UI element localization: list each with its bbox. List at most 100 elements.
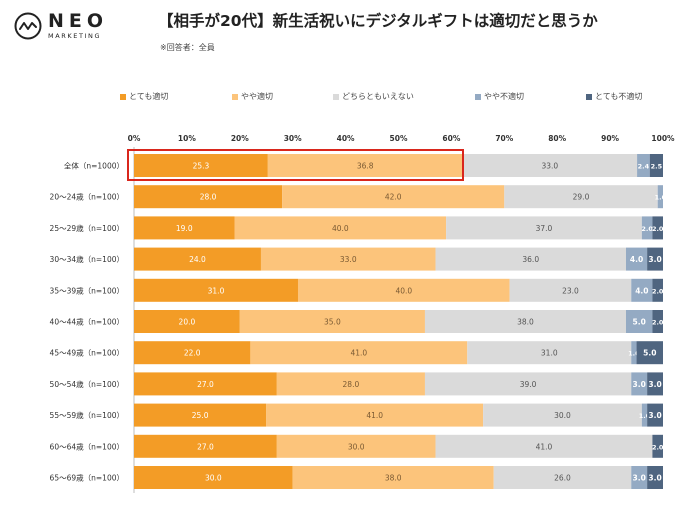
x-tick-label: 30% — [284, 134, 302, 143]
data-label: 5.0 — [643, 349, 656, 358]
data-label: 42.0 — [385, 193, 402, 202]
x-tick-label: 60% — [442, 134, 460, 143]
data-label: 40.0 — [332, 224, 349, 233]
data-label: 20.0 — [179, 318, 196, 327]
bar-segment — [424, 372, 632, 396]
bar-segment — [266, 403, 484, 427]
data-label: 37.0 — [536, 224, 553, 233]
bar-segment — [234, 216, 447, 240]
data-label: 41.0 — [366, 411, 383, 420]
logo-circle-icon — [14, 12, 42, 40]
bar-segment — [652, 310, 663, 333]
bar-segment — [652, 434, 663, 458]
category-label: 65～69歳（n=100） — [50, 473, 124, 483]
data-label: 24.0 — [189, 255, 206, 264]
data-label: 41.0 — [350, 349, 367, 358]
bar-segment — [637, 154, 650, 177]
data-label: 3.0 — [633, 380, 646, 389]
bar-segment — [276, 434, 436, 458]
data-label: 2.4 — [638, 163, 650, 171]
bar-segment — [134, 310, 240, 333]
bar-segment — [446, 216, 642, 240]
bar-segment — [282, 185, 505, 209]
category-label: 30～34歳（n=100） — [50, 254, 124, 264]
x-tick-label: 0% — [128, 134, 141, 143]
legend-label-2: やや適切 — [241, 92, 273, 101]
legend-label-3: どちらともいえない — [342, 92, 414, 101]
bar-segment — [435, 247, 626, 271]
data-label: 38.0 — [517, 318, 534, 327]
bar-segment — [504, 185, 658, 209]
category-label: 50～54歳（n=100） — [50, 379, 124, 389]
data-label: 2.5 — [651, 163, 663, 171]
legend-label-4: やや不適切 — [484, 92, 524, 101]
data-label: 30.0 — [554, 411, 571, 420]
data-label: 2.0 — [652, 319, 664, 327]
x-tick-label: 10% — [178, 134, 196, 143]
bar-segment — [134, 247, 261, 271]
data-label: 28.0 — [343, 380, 360, 389]
data-label: 27.0 — [197, 442, 214, 451]
bar-segment — [631, 466, 648, 489]
category-label: 20～24歳（n=100） — [50, 192, 124, 202]
legend-swatch-2 — [232, 93, 238, 100]
legend-item-2: やや適切 — [232, 91, 273, 102]
data-label: 22.0 — [184, 349, 201, 358]
data-label: 27.0 — [197, 380, 214, 389]
logo-wordmark: NEO — [48, 10, 109, 32]
data-label: 3.0 — [648, 380, 661, 389]
data-label: 38.0 — [385, 474, 402, 483]
x-tick-label: 80% — [548, 134, 566, 143]
bar-segment — [509, 278, 632, 302]
bar-segment — [297, 278, 510, 302]
data-label: 35.0 — [324, 318, 341, 327]
data-label: 3.0 — [633, 474, 646, 483]
data-label: 26.0 — [554, 474, 571, 483]
data-label: 31.0 — [208, 286, 225, 295]
bar-segment — [134, 372, 277, 396]
chart-title: 【相手が20代】新生活祝いにデジタルギフトは適切だと思うか — [158, 12, 598, 30]
bar-segment — [134, 185, 283, 209]
bar-segment — [467, 341, 632, 365]
x-tick-label: 100% — [651, 134, 675, 143]
x-tick-label: 40% — [337, 134, 355, 143]
category-label: 25～29歳（n=100） — [50, 223, 124, 233]
data-label: 41.0 — [536, 442, 553, 451]
bar-segment — [424, 310, 626, 333]
bar-segment — [657, 185, 663, 209]
category-label: 40～44歳（n=100） — [50, 317, 124, 327]
bar-segment — [625, 310, 653, 333]
bar-segment — [267, 154, 463, 177]
bar-segment — [250, 341, 468, 365]
data-label: 2.0 — [652, 443, 664, 451]
data-label: 39.0 — [520, 380, 537, 389]
bar-segment — [483, 403, 642, 427]
data-label: 1.0 — [639, 412, 651, 420]
data-label: 2.0 — [641, 225, 653, 233]
legend-label-1: とても適切 — [129, 92, 169, 101]
data-label: 5.0 — [633, 318, 646, 327]
bar-segment — [462, 154, 638, 177]
data-label: 23.0 — [562, 286, 579, 295]
bar-segment — [652, 216, 663, 240]
bar-segment — [647, 466, 663, 489]
data-label: 33.0 — [340, 255, 357, 264]
data-label: 25.0 — [192, 411, 209, 420]
data-label: 4.0 — [635, 286, 648, 295]
logo-subtitle: MARKETING — [48, 32, 102, 40]
bar-segment — [292, 466, 494, 489]
data-label: 25.3 — [193, 162, 210, 171]
category-label: 60～64歳（n=100） — [50, 441, 124, 451]
data-label: 36.0 — [522, 255, 539, 264]
data-label: 2.0 — [652, 225, 664, 233]
bar-segment — [493, 466, 632, 489]
bar-segment — [647, 372, 663, 396]
data-label: 30.0 — [205, 474, 222, 483]
category-label: 45～49歳（n=100） — [50, 348, 124, 358]
x-tick-label: 50% — [390, 134, 408, 143]
bar-segment — [647, 403, 663, 427]
highlight-box — [127, 149, 464, 181]
category-label: 35～39歳（n=100） — [50, 285, 124, 295]
bar-segment — [134, 154, 268, 177]
